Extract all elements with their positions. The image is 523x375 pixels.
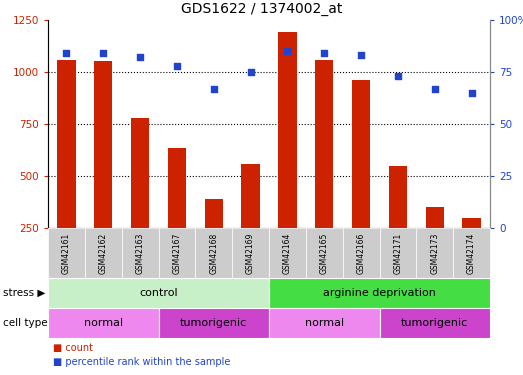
Point xyxy=(430,86,439,92)
Bar xyxy=(462,217,481,228)
Text: GSM42166: GSM42166 xyxy=(357,232,366,274)
Bar xyxy=(242,164,260,228)
Text: tumorigenic: tumorigenic xyxy=(180,318,247,328)
Point xyxy=(62,50,71,56)
Bar xyxy=(389,166,407,228)
Text: tumorigenic: tumorigenic xyxy=(401,318,469,328)
Text: normal: normal xyxy=(84,318,123,328)
Text: GSM42174: GSM42174 xyxy=(467,232,476,274)
Text: GSM42169: GSM42169 xyxy=(246,232,255,274)
Text: normal: normal xyxy=(305,318,344,328)
Point xyxy=(99,50,107,56)
Bar xyxy=(278,33,297,228)
Bar xyxy=(352,80,370,228)
Text: GSM42171: GSM42171 xyxy=(393,232,402,274)
Text: GSM42163: GSM42163 xyxy=(135,232,144,274)
Bar xyxy=(57,60,76,228)
Text: GSM42165: GSM42165 xyxy=(320,232,329,274)
Point xyxy=(394,73,402,79)
Text: ■ percentile rank within the sample: ■ percentile rank within the sample xyxy=(53,357,231,367)
Bar xyxy=(94,60,112,228)
Text: GDS1622 / 1374002_at: GDS1622 / 1374002_at xyxy=(181,2,342,16)
Point xyxy=(357,53,365,58)
Text: GSM42168: GSM42168 xyxy=(209,232,218,274)
Text: GSM42173: GSM42173 xyxy=(430,232,439,274)
Bar xyxy=(131,118,149,228)
Text: GSM42167: GSM42167 xyxy=(173,232,181,274)
Text: GSM42164: GSM42164 xyxy=(283,232,292,274)
Point xyxy=(173,63,181,69)
Point xyxy=(320,50,328,56)
Text: stress ▶: stress ▶ xyxy=(3,288,45,298)
Point xyxy=(136,54,144,60)
Point xyxy=(283,48,292,54)
Text: cell type ▶: cell type ▶ xyxy=(3,318,59,328)
Text: arginine deprivation: arginine deprivation xyxy=(323,288,436,298)
Point xyxy=(468,90,476,96)
Bar xyxy=(204,199,223,228)
Text: ■ count: ■ count xyxy=(53,343,93,353)
Point xyxy=(246,69,255,75)
Text: GSM42162: GSM42162 xyxy=(99,232,108,274)
Point xyxy=(210,86,218,92)
Bar xyxy=(315,60,334,228)
Bar xyxy=(168,148,186,228)
Bar xyxy=(426,207,444,228)
Text: GSM42161: GSM42161 xyxy=(62,232,71,274)
Text: control: control xyxy=(139,288,178,298)
